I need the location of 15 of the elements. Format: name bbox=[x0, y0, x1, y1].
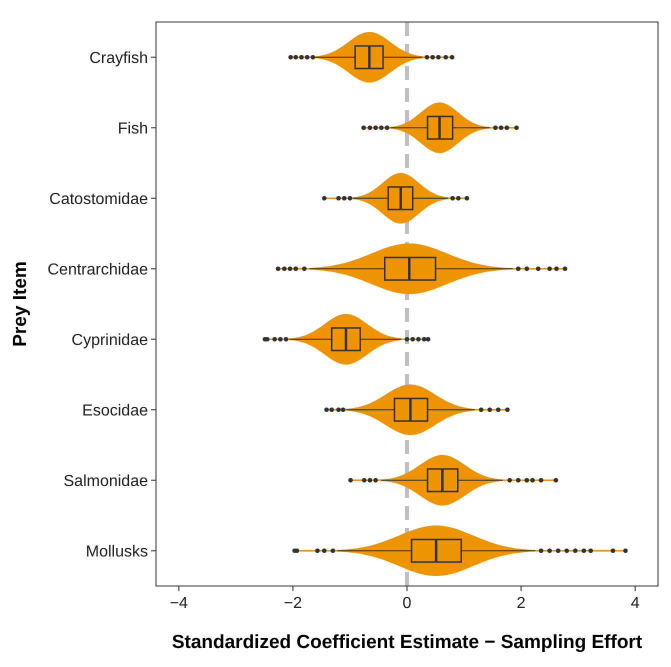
y-tick-label: Centrarchidae bbox=[48, 261, 148, 278]
y-axis-title: Prey Item bbox=[10, 261, 31, 347]
y-tick-label: Catostomidae bbox=[49, 190, 148, 208]
x-tick-label: 0 bbox=[402, 595, 412, 612]
x-tick-label: 4 bbox=[630, 595, 640, 612]
y-tick-label: Cyprinidae bbox=[72, 332, 148, 349]
y-tick-label: Fish bbox=[118, 120, 148, 138]
y-tick-label: Esocidae bbox=[82, 402, 148, 420]
y-tick-label: Salmonidae bbox=[64, 472, 148, 490]
y-tick-label: Crayfish bbox=[89, 50, 148, 67]
x-axis-title: Standardized Coefficient Estimate − Sampling Effort bbox=[172, 632, 643, 653]
x-tick-label: 2 bbox=[516, 595, 526, 612]
y-tick-label: Mollusks bbox=[86, 543, 148, 560]
x-tick-label: −4 bbox=[170, 595, 188, 612]
x-tick-label: −2 bbox=[284, 595, 302, 612]
